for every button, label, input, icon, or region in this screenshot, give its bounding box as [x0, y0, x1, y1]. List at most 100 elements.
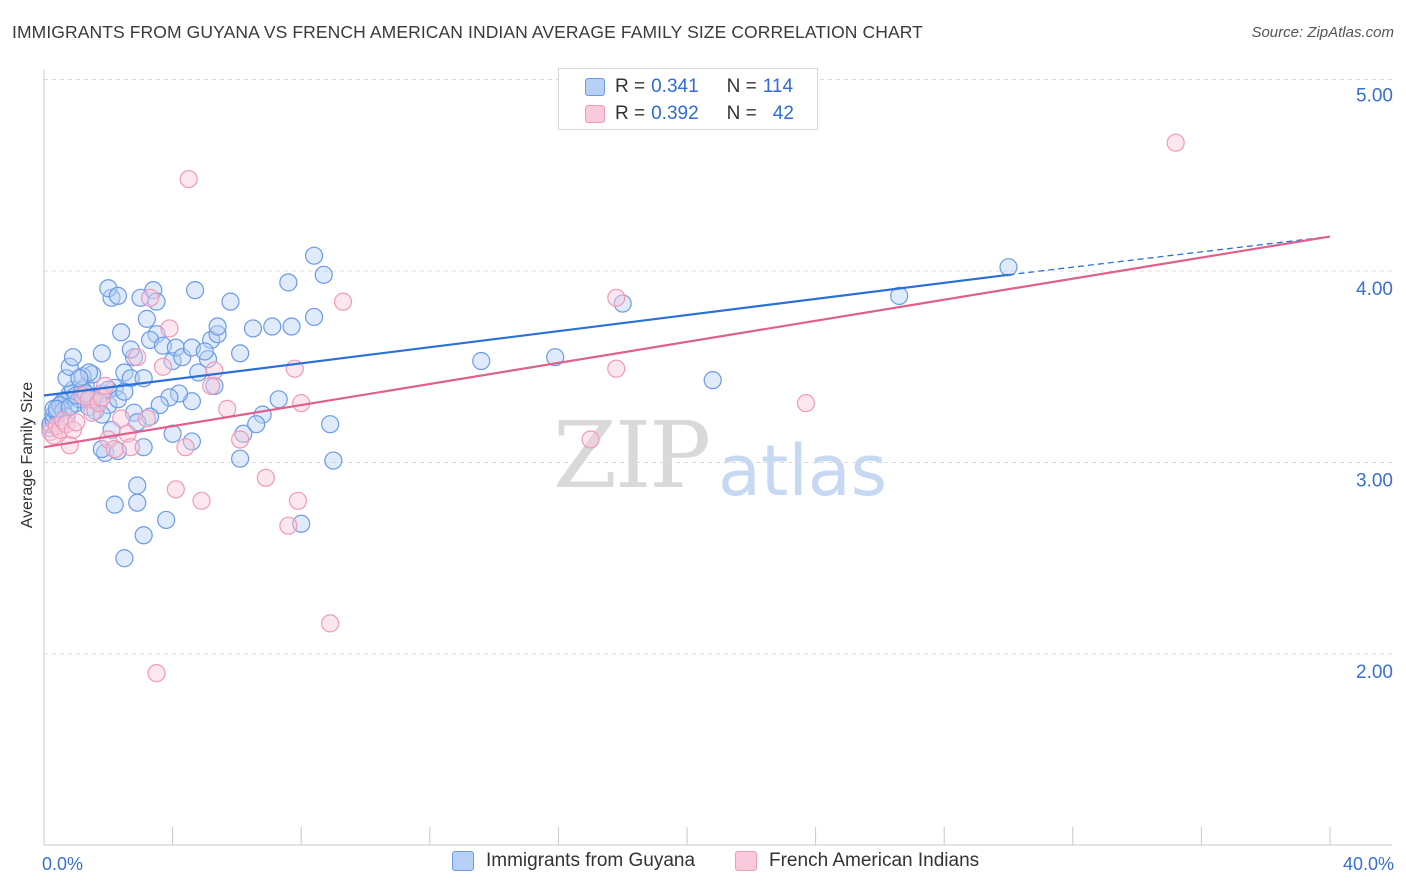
french-american-indian-point	[147, 664, 166, 683]
french-american-indian-point	[89, 394, 108, 413]
guyana-point	[157, 510, 176, 530]
guyana-point	[99, 279, 118, 298]
guyana-point	[321, 415, 340, 434]
guyana-point	[231, 449, 250, 468]
guyana-point	[166, 338, 185, 357]
axes-layer	[43, 70, 1392, 846]
guyana-point	[102, 288, 121, 307]
legend-item-french-american-indians[interactable]: French American Indians	[735, 850, 979, 872]
guyana-point	[63, 348, 83, 367]
french-american-indian-point	[166, 480, 185, 499]
chart-title: IMMIGRANTS FROM GUYANA VS FRENCH AMERICA…	[12, 22, 923, 42]
french-american-indian-point	[105, 439, 124, 459]
guyana-point	[70, 369, 89, 388]
guyana-trend-line-extension	[1008, 235, 1331, 276]
legend-label: Immigrants from Guyana	[486, 850, 696, 871]
guyana-point	[221, 292, 240, 311]
guyana-point	[703, 371, 722, 390]
guyana-point	[92, 344, 111, 363]
french-american-indian-point	[231, 430, 250, 449]
french-american-indian-point	[176, 438, 195, 457]
french-american-indian-point	[202, 376, 221, 395]
y-tick-label: 2.00	[1356, 662, 1393, 683]
guyana-point	[92, 439, 111, 459]
guyana-point	[115, 549, 134, 568]
trend-layer	[43, 235, 1331, 449]
guyana-point	[304, 246, 324, 265]
y-tick-label: 3.00	[1356, 471, 1393, 492]
stats-legend-row-french-american-indians: R = 0.392 N = 42	[585, 102, 794, 126]
n-key: N =	[726, 103, 757, 124]
n-value: 114	[762, 76, 794, 97]
r-value: 0.341	[651, 76, 699, 97]
guyana-point	[282, 317, 301, 336]
guyana-point	[169, 384, 189, 403]
guyana-point	[128, 476, 147, 495]
guyana-point	[314, 265, 333, 284]
french-american-indian-point	[179, 169, 198, 189]
guyana-trend-line	[43, 273, 1009, 397]
guyana-point	[247, 415, 266, 434]
legend-item-guyana[interactable]: Immigrants from Guyana	[452, 850, 695, 872]
french-american-indian-point	[256, 468, 275, 487]
guyana-point	[208, 317, 227, 336]
french-american-indian-point	[321, 614, 340, 633]
french-american-indian-point	[153, 357, 173, 376]
french-american-indian-point	[1166, 133, 1185, 152]
french-american-indian-point	[333, 292, 353, 311]
watermark-atlas: atlas	[718, 430, 888, 512]
guyana-point	[128, 493, 147, 512]
guyana-point	[173, 348, 192, 367]
french-american-indian-point	[60, 436, 79, 455]
guyana-swatch-icon	[585, 78, 605, 96]
guyana-point	[115, 382, 134, 401]
french-american-indian-point	[67, 413, 86, 432]
legend-label: French American Indians	[769, 850, 980, 871]
guyana-point	[57, 369, 76, 388]
chart-source: Source: ZipAtlas.com	[1251, 24, 1394, 41]
series-legend: Immigrants from Guyana French American I…	[0, 850, 1406, 880]
guyana-point	[134, 526, 153, 545]
guyana-point	[324, 451, 343, 470]
x-tick-label-max: 40.0%	[1343, 854, 1394, 874]
guyana-point	[108, 286, 128, 305]
guyana-point	[279, 273, 298, 292]
guyana-point	[186, 281, 205, 300]
y-tick-label: 5.00	[1356, 86, 1393, 107]
guyana-point	[231, 344, 250, 363]
guyana-point	[234, 424, 253, 443]
guyana-point	[243, 319, 263, 338]
french-american-indian-point	[279, 516, 298, 535]
n-value: 42	[772, 103, 794, 124]
french-american-indian-point	[95, 376, 115, 395]
french-american-indian-point	[121, 438, 140, 457]
watermark-zip: ZIP	[553, 402, 711, 509]
french-american-indian-point	[137, 409, 156, 428]
french-american-indian-point	[192, 491, 211, 510]
guyana-point	[163, 351, 182, 371]
guyana-legend-swatch-icon	[452, 851, 474, 871]
french-american-indian-point	[607, 288, 626, 307]
guyana-point	[269, 390, 288, 409]
french-american-indians-legend-swatch-icon	[735, 851, 757, 871]
french-american-indian-point	[607, 359, 626, 378]
x-tick-label-min: 0.0%	[42, 854, 83, 874]
grid-layer	[44, 79, 1392, 655]
french-american-indian-trend-line	[43, 235, 1331, 449]
guyana-point	[160, 388, 179, 407]
french-american-indians-swatch-icon	[585, 105, 605, 123]
guyana-point	[105, 495, 124, 514]
points-layer	[41, 133, 1185, 683]
r-value: 0.392	[651, 103, 699, 124]
guyana-point	[304, 307, 324, 327]
french-american-indian-point	[205, 361, 224, 380]
french-american-indian-point	[160, 319, 179, 338]
labels-layer: 2.00 3.00 4.00 5.00 0.0% 40.0%	[42, 86, 1394, 875]
stats-legend-row-guyana: R = 0.341 N = 114	[585, 75, 793, 99]
guyana-point	[472, 351, 491, 371]
french-american-indian-point	[83, 403, 102, 422]
guyana-point	[134, 438, 153, 457]
guyana-point	[79, 363, 99, 382]
n-key: N =	[726, 76, 757, 97]
